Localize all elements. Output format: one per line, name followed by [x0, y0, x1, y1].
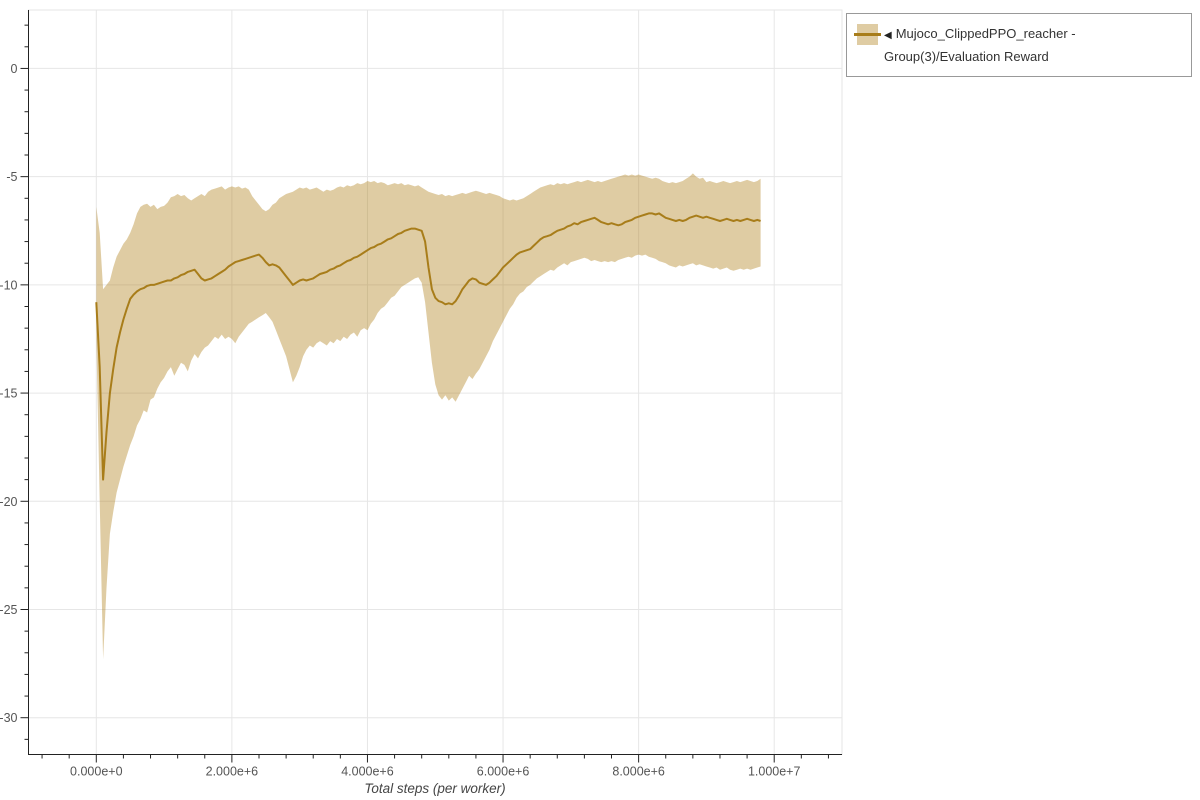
x-tick-label: 0.000e+0: [70, 765, 123, 779]
legend-swatch: [854, 24, 881, 45]
x-axis-title: Total steps (per worker): [364, 781, 505, 796]
y-tick-label: -20: [0, 495, 18, 509]
legend: ◀ Mujoco_ClippedPPO_reacher - Group(3)/Ev…: [846, 13, 1192, 77]
y-tick-label: -30: [0, 711, 18, 725]
y-tick-label: -15: [0, 387, 18, 401]
gridlines: [28, 10, 842, 755]
axes: [20, 10, 842, 763]
confidence-band: [96, 173, 761, 660]
y-tick-label: -5: [6, 170, 17, 184]
x-tick-label: 2.000e+6: [206, 765, 259, 779]
legend-swatch-line: [854, 33, 881, 36]
tick-labels: 0 -5 -10 -15 -20 -25 -30 0.000e+0 2.000e+6 4.000e…: [0, 62, 800, 779]
x-tick-label: 4.000e+6: [341, 765, 394, 779]
mean-line: [95, 212, 761, 481]
legend-label: Mujoco_ClippedPPO_reacher - Group(3)/Eva…: [884, 26, 1076, 64]
legend-collapse-icon[interactable]: ◀: [884, 30, 892, 41]
legend-item[interactable]: ◀ Mujoco_ClippedPPO_reacher - Group(3)/Ev…: [854, 23, 1183, 67]
legend-entry-text: ◀ Mujoco_ClippedPPO_reacher - Group(3)/Ev…: [884, 23, 1183, 67]
y-tick-label: -25: [0, 603, 18, 617]
x-tick-label: 6.000e+6: [477, 765, 530, 779]
x-tick-label: 1.000e+7: [748, 765, 801, 779]
y-tick-label: -10: [0, 278, 18, 292]
y-tick-label: 0: [11, 62, 18, 76]
x-tick-label: 8.000e+6: [612, 765, 665, 779]
